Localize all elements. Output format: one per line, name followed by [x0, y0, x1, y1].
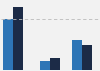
Bar: [72, 40, 82, 70]
Bar: [50, 58, 60, 70]
Bar: [40, 61, 50, 70]
Bar: [13, 7, 23, 70]
Bar: [3, 19, 13, 70]
Bar: [82, 45, 92, 70]
